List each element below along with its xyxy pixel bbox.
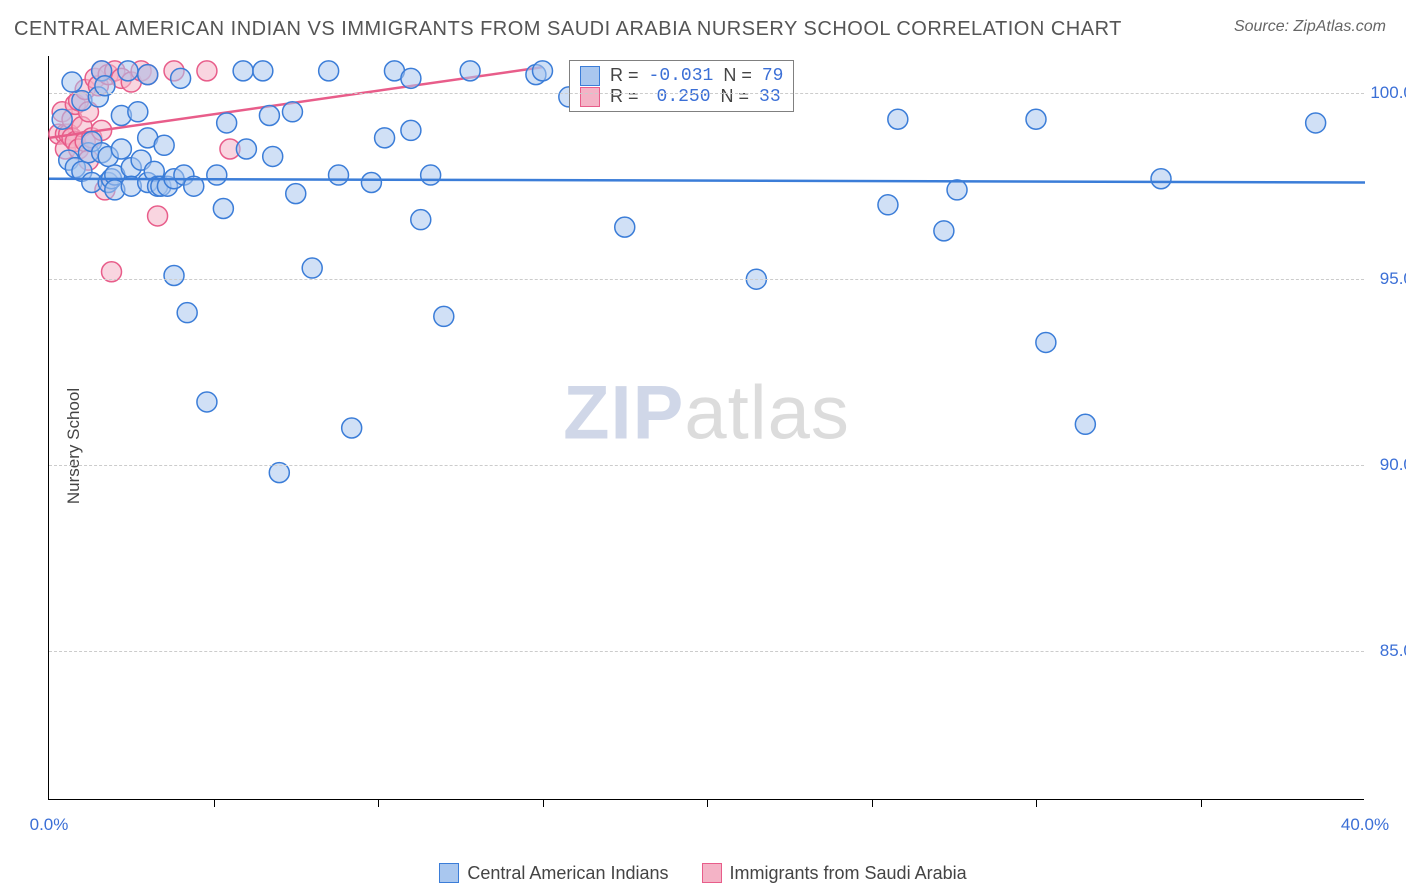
stat-row-pink: R = 0.250 N = 33 (580, 86, 783, 107)
chart-area: ZIPatlas R = -0.031 N = 79 R = 0.250 N =… (48, 56, 1364, 800)
data-point (401, 120, 421, 140)
data-point (434, 306, 454, 326)
data-point (411, 210, 431, 230)
n-value-pink: 33 (759, 87, 781, 107)
r-value-pink: 0.250 (649, 87, 711, 107)
data-point (342, 418, 362, 438)
data-point (263, 146, 283, 166)
data-point (62, 72, 82, 92)
data-point (533, 61, 553, 81)
data-point (236, 139, 256, 159)
swatch-pink (580, 87, 600, 107)
x-tick-label: 40.0% (1341, 815, 1389, 835)
data-point (401, 68, 421, 88)
data-point (259, 106, 279, 126)
data-point (1306, 113, 1326, 133)
data-point (319, 61, 339, 81)
y-tick-label: 90.0% (1380, 455, 1406, 475)
data-point (217, 113, 237, 133)
correlation-stats-box: R = -0.031 N = 79 R = 0.250 N = 33 (569, 60, 794, 112)
legend-item-pink: Immigrants from Saudi Arabia (702, 863, 967, 884)
data-point (947, 180, 967, 200)
data-point (197, 392, 217, 412)
data-point (118, 61, 138, 81)
data-point (1026, 109, 1046, 129)
legend-swatch-blue (439, 863, 459, 883)
scatter-plot (49, 56, 1364, 799)
r-value-blue: -0.031 (649, 66, 714, 86)
data-point (888, 109, 908, 129)
legend: Central American Indians Immigrants from… (0, 863, 1406, 889)
legend-label-blue: Central American Indians (467, 863, 668, 884)
data-point (138, 65, 158, 85)
data-point (233, 61, 253, 81)
data-point (52, 109, 72, 129)
data-point (361, 172, 381, 192)
data-point (878, 195, 898, 215)
data-point (375, 128, 395, 148)
data-point (615, 217, 635, 237)
data-point (421, 165, 441, 185)
data-point (197, 61, 217, 81)
y-tick-label: 95.0% (1380, 269, 1406, 289)
chart-title: CENTRAL AMERICAN INDIAN VS IMMIGRANTS FR… (14, 18, 1122, 41)
data-point (282, 102, 302, 122)
source-attribution: Source: ZipAtlas.com (1234, 18, 1386, 36)
legend-item-blue: Central American Indians (439, 863, 668, 884)
data-point (171, 68, 191, 88)
data-point (286, 184, 306, 204)
data-point (164, 265, 184, 285)
data-point (253, 61, 273, 81)
data-point (934, 221, 954, 241)
data-point (177, 303, 197, 323)
x-tick-label: 0.0% (30, 815, 69, 835)
data-point (111, 139, 131, 159)
y-tick-label: 85.0% (1380, 641, 1406, 661)
data-point (148, 206, 168, 226)
data-point (1036, 332, 1056, 352)
data-point (460, 61, 480, 81)
data-point (1151, 169, 1171, 189)
data-point (207, 165, 227, 185)
y-tick-label: 100.0% (1370, 83, 1406, 103)
data-point (329, 165, 349, 185)
n-value-blue: 79 (762, 66, 784, 86)
data-point (128, 102, 148, 122)
data-point (1075, 414, 1095, 434)
data-point (302, 258, 322, 278)
data-point (213, 199, 233, 219)
data-point (154, 135, 174, 155)
legend-label-pink: Immigrants from Saudi Arabia (730, 863, 967, 884)
legend-swatch-pink (702, 863, 722, 883)
stat-row-blue: R = -0.031 N = 79 (580, 65, 783, 86)
swatch-blue (580, 66, 600, 86)
